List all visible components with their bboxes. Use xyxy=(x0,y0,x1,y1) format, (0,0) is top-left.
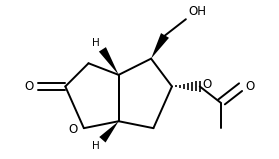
Text: O: O xyxy=(69,123,78,136)
Text: H: H xyxy=(92,38,100,48)
Polygon shape xyxy=(99,47,119,75)
Text: OH: OH xyxy=(188,5,206,18)
Polygon shape xyxy=(151,33,169,59)
Text: O: O xyxy=(202,78,211,91)
Polygon shape xyxy=(99,121,119,142)
Text: H: H xyxy=(92,141,100,151)
Text: O: O xyxy=(25,80,34,93)
Text: O: O xyxy=(245,80,254,93)
